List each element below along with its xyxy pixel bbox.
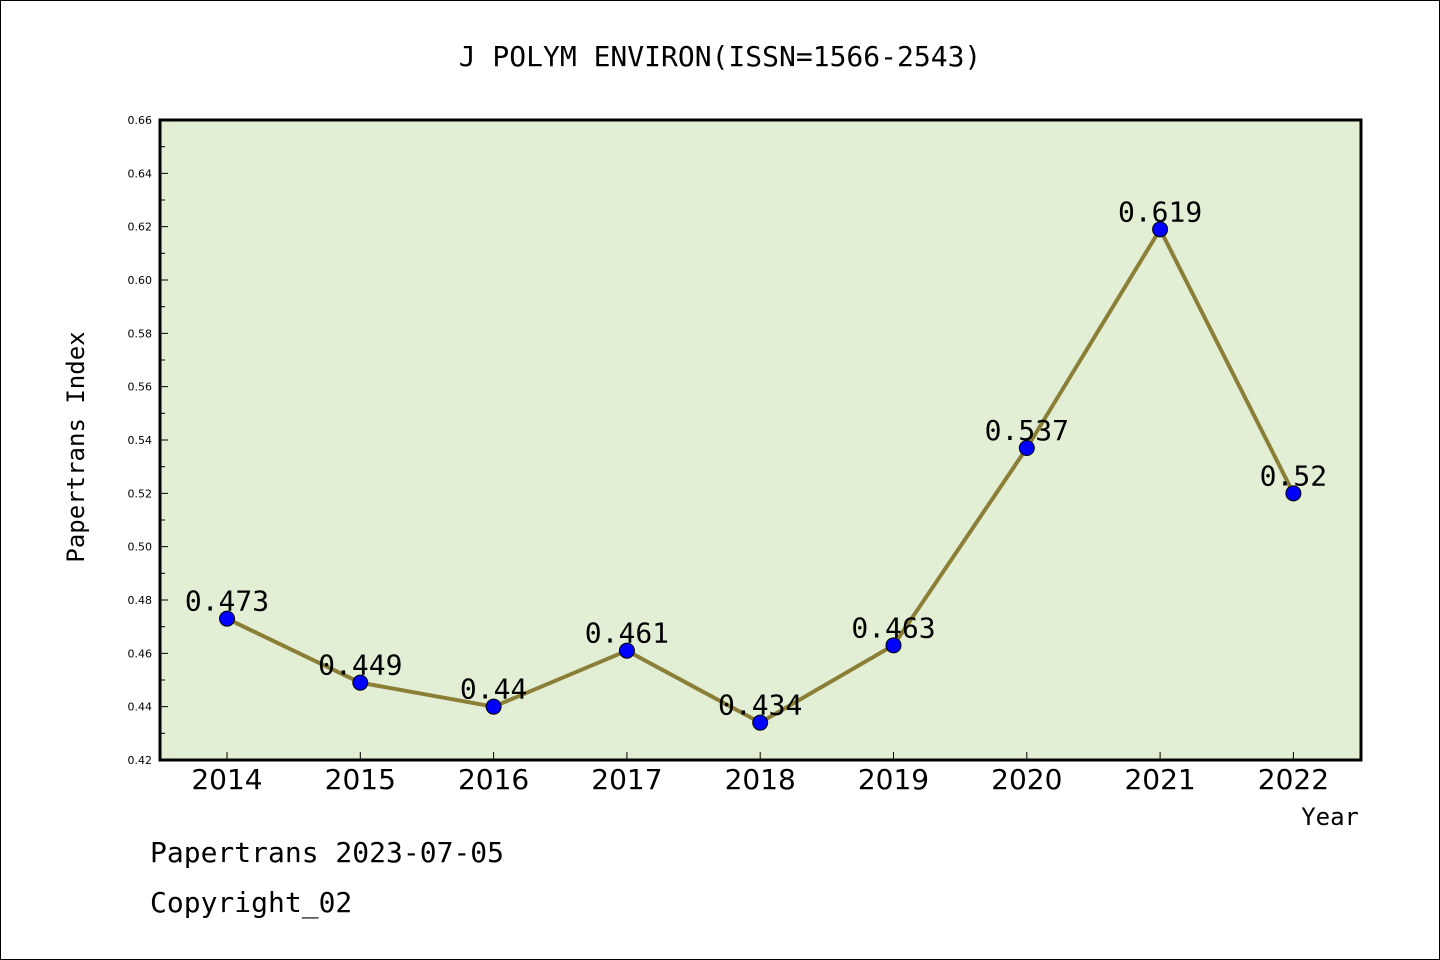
data-point-marker [352, 674, 369, 691]
footer-copyright: Copyright_02 [150, 886, 353, 919]
x-tick-label: 2021 [1124, 763, 1195, 796]
y-tick-label: 0.60 [128, 274, 153, 287]
y-axis: 0.42 0.44 0.46 0.48 0.50 0.52 0.54 0.56 0.58 0.60… [128, 114, 168, 767]
x-axis: 2014 2015 2016 2017 2018 2019 2020 2021 2022 [191, 752, 1329, 796]
data-label: 0.449 [318, 649, 402, 682]
data-label: 0.52 [1260, 459, 1327, 492]
footer-date: Papertrans 2023-07-05 [150, 836, 505, 869]
x-tick-label: 2016 [458, 763, 529, 796]
data-point-marker [1285, 485, 1302, 502]
x-tick-label: 2018 [725, 763, 796, 796]
data-label: 0.537 [985, 414, 1069, 447]
y-tick-label: 0.66 [128, 114, 153, 127]
x-tick-label: 2020 [991, 763, 1062, 796]
data-point-marker [752, 714, 769, 731]
data-label: 0.434 [718, 689, 802, 722]
y-tick-label: 0.64 [128, 167, 153, 180]
y-tick-label: 0.50 [128, 541, 153, 554]
y-tick-label: 0.56 [128, 381, 153, 394]
data-label: 0.463 [851, 611, 935, 644]
y-tick-label: 0.46 [128, 647, 153, 660]
y-tick-label: 0.62 [128, 221, 153, 234]
data-point-marker [485, 698, 502, 715]
data-point-marker [1018, 440, 1035, 456]
y-tick-label: 0.52 [128, 487, 153, 500]
data-point-marker [1152, 221, 1169, 238]
data-point-marker [219, 610, 235, 627]
data-label: 0.461 [585, 617, 669, 650]
y-tick-label: 0.48 [128, 594, 153, 607]
data-label: 0.44 [460, 673, 527, 706]
x-tick-label: 2019 [858, 763, 929, 796]
y-tick-label: 0.58 [128, 327, 153, 340]
data-label: 0.473 [185, 585, 269, 618]
x-tick-label: 2017 [591, 763, 662, 796]
x-axis-label: Year [1301, 803, 1359, 831]
data-labels-group: 0.473 0.449 0.44 0.461 0.434 0.463 0.537 0.619 0… [185, 195, 1327, 721]
y-tick-label: 0.44 [128, 701, 153, 714]
y-tick-label: 0.54 [128, 434, 153, 447]
y-tick-label: 0.42 [128, 754, 153, 767]
x-tick-label: 2015 [325, 763, 396, 796]
y-axis-label: Papertrans Index [62, 331, 90, 562]
x-tick-label: 2022 [1258, 763, 1329, 796]
markers-group [219, 221, 1302, 731]
data-point-marker [885, 637, 902, 654]
data-label: 0.619 [1118, 195, 1202, 228]
x-tick-label: 2014 [191, 763, 262, 796]
data-point-marker [618, 642, 635, 659]
chart-title: J POLYM ENVIRON(ISSN=1566-2543) [459, 40, 982, 73]
